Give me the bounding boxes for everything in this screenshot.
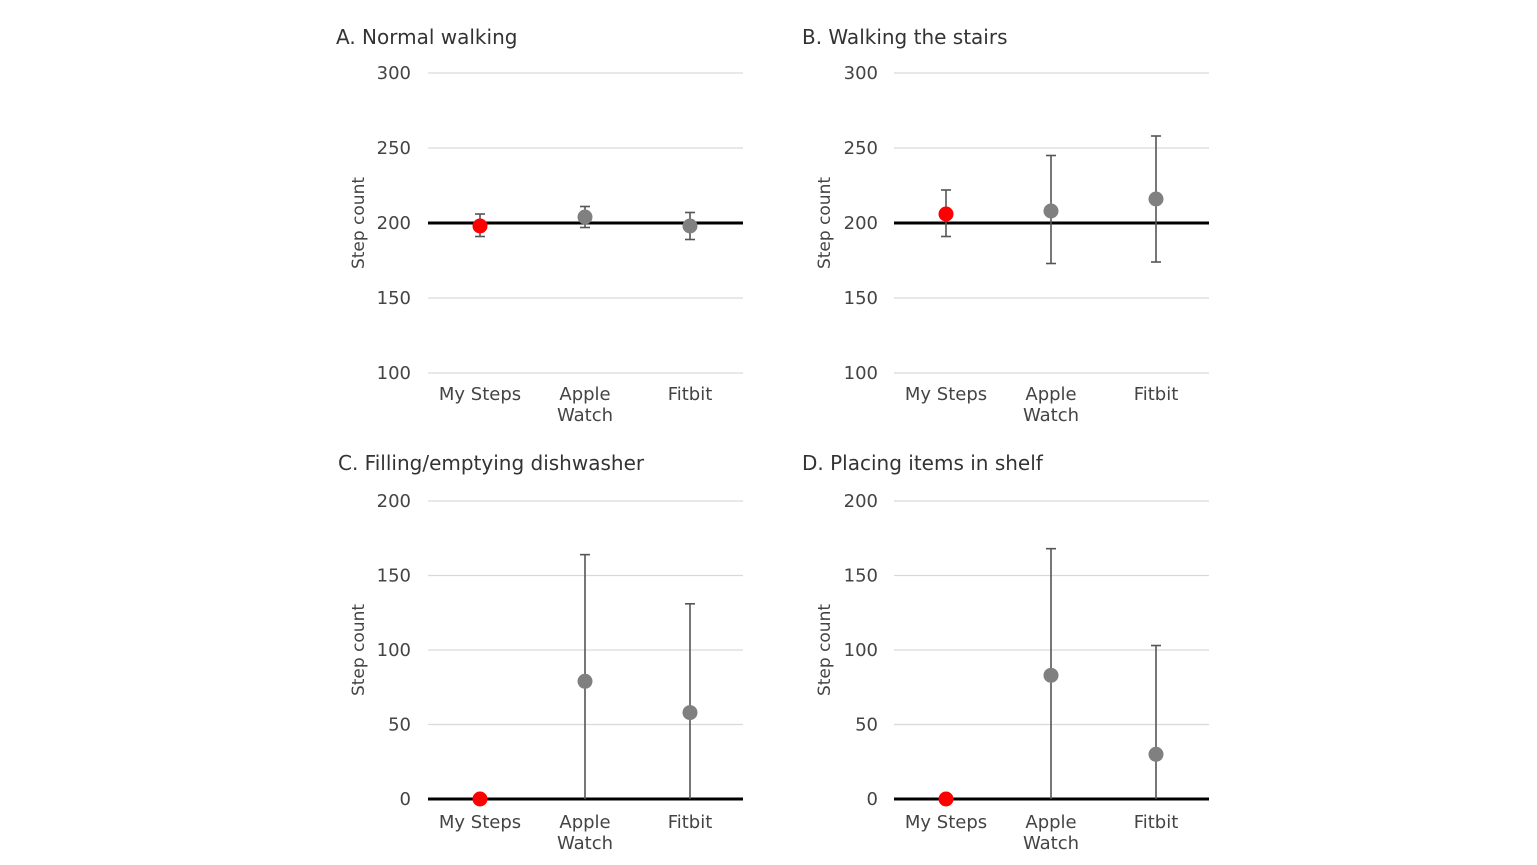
x-category-label: My Steps: [439, 384, 521, 405]
y-axis-label: Step count: [815, 604, 835, 696]
x-category-label: Apple Watch: [1023, 812, 1079, 854]
data-point: [938, 206, 954, 222]
y-tick-label: 100: [377, 363, 411, 384]
chart-panel-3: D. Placing items in shelf 0 50 100 150 200 Ste…: [802, 451, 1209, 854]
y-tick-label: 200: [844, 491, 878, 512]
y-axis-label: Step count: [349, 177, 369, 269]
y-tick-label: 300: [844, 63, 878, 84]
data-point: [1148, 191, 1164, 207]
data-point: [472, 218, 488, 234]
y-tick-label: 300: [377, 63, 411, 84]
y-tick-label: 100: [844, 363, 878, 384]
x-category-label: Fitbit: [668, 384, 713, 405]
data-point: [577, 673, 593, 689]
data-point: [682, 218, 698, 234]
chart-panel-1: B. Walking the stairs 100 150 200 250 300 Step…: [802, 25, 1209, 426]
y-axis-label: Step count: [349, 604, 369, 696]
x-category-label: My Steps: [905, 384, 987, 405]
y-axis-label: Step count: [815, 177, 835, 269]
y-tick-label: 100: [844, 640, 878, 661]
y-tick-label: 200: [377, 213, 411, 234]
x-category-label: Apple Watch: [557, 812, 613, 854]
y-tick-label: 200: [844, 213, 878, 234]
y-tick-label: 250: [844, 138, 878, 159]
x-category-label: Fitbit: [668, 812, 713, 833]
data-point: [1043, 667, 1059, 683]
data-point: [577, 209, 593, 225]
panel-title: C. Filling/emptying dishwasher: [338, 451, 645, 475]
y-tick-label: 200: [377, 491, 411, 512]
data-point: [938, 791, 954, 807]
chart-panel-0: A. Normal walking 100 150 200 250 300 Step cou…: [336, 25, 743, 426]
x-category-label: Fitbit: [1134, 812, 1179, 833]
x-category-label: My Steps: [439, 812, 521, 833]
panel-title: B. Walking the stairs: [802, 25, 1008, 49]
data-point: [682, 705, 698, 721]
panel-title: A. Normal walking: [336, 25, 517, 49]
y-tick-label: 0: [400, 789, 411, 810]
x-category-label: Apple Watch: [1023, 384, 1079, 426]
x-category-label: My Steps: [905, 812, 987, 833]
y-tick-label: 150: [844, 288, 878, 309]
y-tick-label: 150: [844, 566, 878, 587]
data-point: [472, 791, 488, 807]
data-point: [1148, 746, 1164, 762]
y-tick-label: 250: [377, 138, 411, 159]
panel-title: D. Placing items in shelf: [802, 451, 1044, 475]
y-tick-label: 150: [377, 288, 411, 309]
x-category-label: Fitbit: [1134, 384, 1179, 405]
y-tick-label: 100: [377, 640, 411, 661]
y-tick-label: 50: [388, 715, 411, 736]
data-point: [1043, 203, 1059, 219]
y-tick-label: 50: [855, 715, 878, 736]
x-category-label: Apple Watch: [557, 384, 613, 426]
y-tick-label: 0: [867, 789, 878, 810]
y-tick-label: 150: [377, 566, 411, 587]
chart-panel-2: C. Filling/emptying dishwasher 0 50 100 150 2…: [338, 451, 743, 854]
